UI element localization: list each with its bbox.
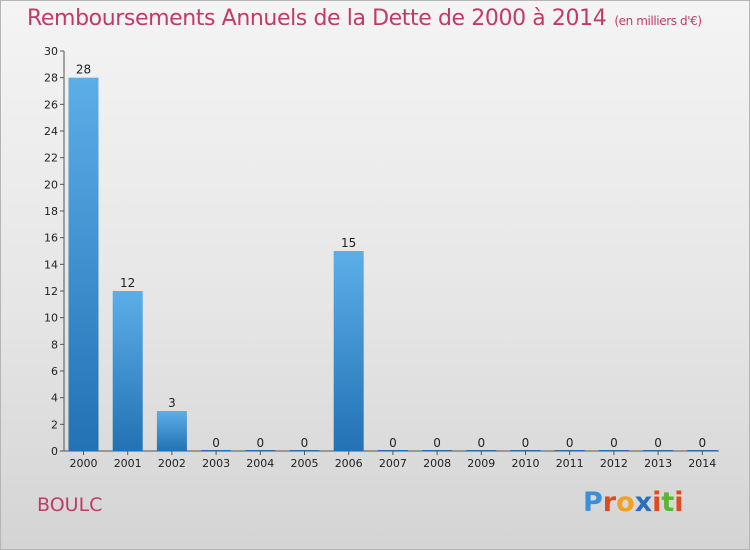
y-tick-label: 14 [44, 258, 58, 271]
value-label: 0 [389, 436, 397, 450]
y-tick-label: 28 [44, 72, 58, 85]
y-tick-label: 8 [51, 338, 58, 351]
x-tick-label: 2002 [158, 457, 186, 470]
value-label: 0 [566, 436, 574, 450]
x-tick-label: 2009 [467, 457, 495, 470]
y-tick-label: 10 [44, 312, 58, 325]
value-label: 0 [698, 436, 706, 450]
x-tick-label: 2005 [291, 457, 319, 470]
x-tick-label: 2014 [688, 457, 716, 470]
x-tick-label: 2006 [335, 457, 363, 470]
logo-letter: t [661, 487, 675, 518]
value-label: 0 [433, 436, 441, 450]
value-label: 0 [301, 436, 309, 450]
y-tick-label: 4 [51, 392, 58, 405]
value-label: 0 [522, 436, 530, 450]
bar [422, 450, 453, 451]
value-label: 0 [610, 436, 618, 450]
unit-text: (en milliers d'€) [614, 14, 702, 28]
value-label: 0 [212, 436, 220, 450]
bar [466, 450, 497, 451]
value-label: 3 [168, 396, 176, 410]
y-tick-label: 26 [44, 98, 58, 111]
bar [68, 77, 99, 452]
x-tick-label: 2003 [202, 457, 230, 470]
y-tick-label: 22 [44, 152, 58, 165]
x-tick-label: 2000 [70, 457, 98, 470]
value-label: 12 [120, 276, 135, 290]
x-tick-label: 2008 [423, 457, 451, 470]
y-tick-label: 20 [44, 178, 58, 191]
y-tick-label: 2 [51, 418, 58, 431]
logo-letter: P [583, 487, 603, 518]
proxiti-logo: Proxiti [583, 487, 684, 518]
commune-name: BOULC [37, 494, 103, 516]
x-tick-label: 2013 [644, 457, 672, 470]
x-tick-label: 2004 [246, 457, 274, 470]
y-tick-label: 18 [44, 205, 58, 218]
logo-letter: x [634, 487, 653, 518]
y-tick-label: 0 [51, 445, 58, 458]
y-tick-label: 16 [44, 232, 58, 245]
logo-letter: i [674, 487, 684, 518]
y-tick-label: 12 [44, 285, 58, 298]
bar [554, 450, 585, 451]
bar [687, 450, 718, 451]
x-tick-label: 2012 [600, 457, 628, 470]
value-label: 15 [341, 236, 356, 250]
y-tick-label: 24 [44, 125, 58, 138]
bar [333, 251, 364, 451]
bar [289, 450, 320, 451]
bar [201, 450, 232, 451]
bar [377, 450, 408, 451]
x-tick-label: 2011 [556, 457, 584, 470]
value-label: 0 [654, 436, 662, 450]
x-tick-label: 2001 [114, 457, 142, 470]
bar [643, 450, 674, 451]
logo-letter: o [616, 487, 635, 518]
value-label: 28 [76, 63, 91, 77]
x-tick-label: 2007 [379, 457, 407, 470]
logo-letter: r [602, 487, 617, 518]
x-tick-label: 2010 [512, 457, 540, 470]
value-label: 0 [477, 436, 485, 450]
title-text: Remboursements Annuels de la Dette de 20… [27, 6, 607, 31]
bar [245, 450, 276, 451]
chart-title: Remboursements Annuels de la Dette de 20… [27, 6, 702, 31]
bar [510, 450, 541, 451]
bar [598, 450, 629, 451]
logo-letter: i [652, 487, 662, 518]
y-tick-label: 6 [51, 365, 58, 378]
value-label: 0 [256, 436, 264, 450]
bar [112, 291, 143, 451]
bar [156, 411, 187, 451]
y-tick-label: 30 [44, 45, 58, 58]
